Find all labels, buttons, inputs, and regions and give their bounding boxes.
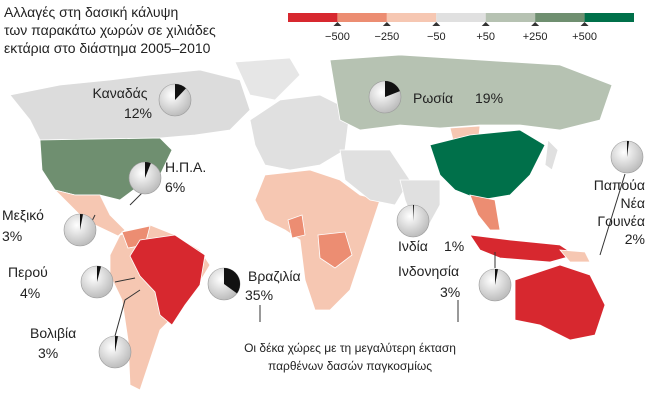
legend-swatch bbox=[386, 13, 437, 22]
country-name: Βραζιλία bbox=[248, 268, 301, 284]
legend-tick bbox=[432, 22, 441, 26]
country-share: 4% bbox=[20, 285, 40, 301]
pie-wedge bbox=[145, 162, 151, 178]
country-name: Καναδάς bbox=[93, 85, 148, 101]
legend-swatch bbox=[288, 13, 338, 22]
title-line: εκτάρια στο διάστημα 2005–2010 bbox=[4, 40, 211, 56]
legend-tick bbox=[481, 22, 490, 26]
legend-label: +50 bbox=[476, 31, 495, 43]
legend-swatch bbox=[436, 13, 486, 22]
legend-swatch bbox=[337, 13, 387, 22]
legend-label: −500 bbox=[325, 31, 350, 43]
legend-swatch bbox=[535, 13, 585, 22]
title-line: των παρακάτω χωρών σε χιλιάδες bbox=[4, 22, 216, 38]
legend-label: −50 bbox=[427, 31, 446, 43]
country-name: Ρωσία bbox=[413, 90, 453, 106]
country-name: Περού bbox=[8, 264, 48, 280]
pie-wedge bbox=[80, 214, 83, 230]
land-map bbox=[9, 54, 613, 391]
pie-wedge bbox=[115, 336, 118, 352]
pie-wedge bbox=[627, 141, 630, 157]
legend-label: +250 bbox=[523, 31, 548, 43]
country-share: 3% bbox=[440, 284, 460, 300]
legend-label: −250 bbox=[374, 31, 399, 43]
country-share: 12% bbox=[124, 105, 152, 121]
country-name: Ινδονησία bbox=[398, 263, 459, 279]
pie-wedge bbox=[385, 81, 400, 97]
country-share: 6% bbox=[165, 179, 185, 195]
legend-tick bbox=[382, 22, 391, 26]
country-share: 3% bbox=[2, 228, 22, 244]
title-line: Αλλαγές στη δασική κάλυψη bbox=[4, 4, 178, 20]
country-name: Ινδία bbox=[398, 238, 428, 254]
country-name: Νέα bbox=[621, 195, 645, 211]
country-share: 3% bbox=[38, 345, 58, 361]
pie-wedge bbox=[413, 205, 415, 221]
pie-wedge bbox=[175, 84, 186, 100]
country-share: 1% bbox=[444, 238, 464, 254]
footnote-line: Οι δέκα χώρες με τη μεγαλύτερη έκταση bbox=[244, 341, 456, 355]
country-name: Μεξικό bbox=[2, 207, 44, 223]
legend-label: +500 bbox=[572, 31, 597, 43]
country-share: 35% bbox=[245, 287, 273, 303]
country-share: 2% bbox=[625, 231, 645, 247]
legend-tick bbox=[333, 22, 342, 26]
footnote-line: παρθένων δασών παγκοσμίως bbox=[268, 359, 432, 373]
country-name: Παπούα bbox=[594, 177, 645, 193]
legend-swatch bbox=[584, 13, 634, 22]
pie-wedge bbox=[224, 268, 240, 294]
country-share: 19% bbox=[475, 90, 503, 106]
country-name: Η.Π.Α. bbox=[165, 159, 206, 175]
legend-tick bbox=[580, 22, 589, 26]
legend-swatch bbox=[485, 13, 536, 22]
legend-tick bbox=[531, 22, 540, 26]
country-name: Βολιβία bbox=[30, 325, 76, 341]
pie-wedge bbox=[97, 266, 101, 282]
country-name: Γουινέα bbox=[597, 213, 645, 229]
pie-wedge bbox=[495, 269, 498, 285]
